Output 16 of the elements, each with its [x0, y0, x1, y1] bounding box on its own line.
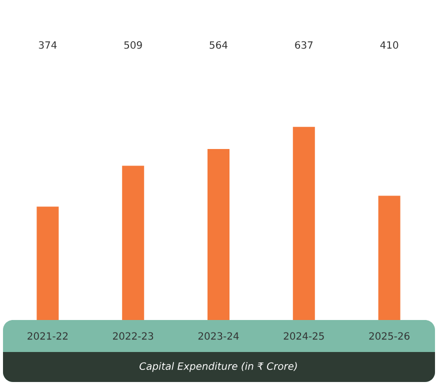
bar	[36, 206, 59, 320]
x-tick-label: 2021-22	[28, 332, 68, 340]
bar	[208, 149, 230, 320]
bar	[378, 196, 400, 320]
x-tick-label: 2025-26	[369, 332, 410, 340]
x-tick-label: 2022-23	[113, 332, 154, 340]
data-label: 564	[210, 41, 228, 49]
x-axis-title: Capital Expenditure (in ₹ Crore)	[140, 362, 297, 372]
data-label: 374	[38, 41, 57, 49]
data-label: 637	[295, 41, 313, 49]
bar	[122, 166, 144, 320]
bar	[292, 126, 315, 320]
x-tick-label: 2023-24	[198, 332, 239, 340]
data-label: 509	[124, 41, 142, 49]
data-label: 410	[380, 41, 398, 49]
x-tick-label: 2024-25	[284, 332, 324, 340]
